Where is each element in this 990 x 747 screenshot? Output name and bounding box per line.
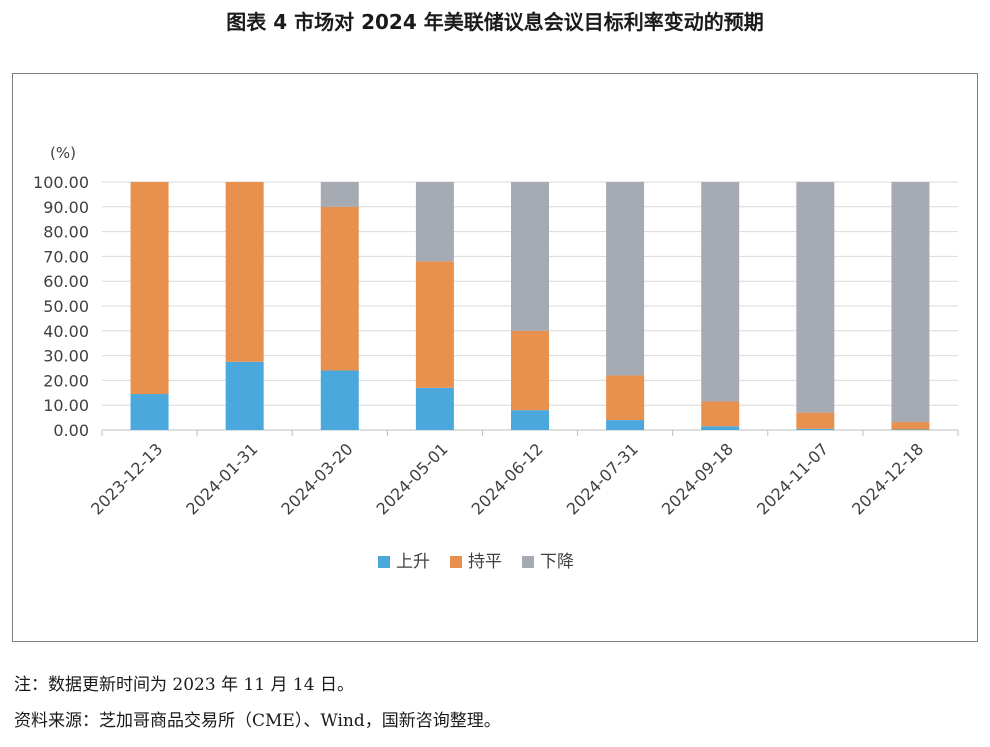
x-tick-label: 2024-09-18 [658, 439, 737, 518]
y-tick-label: 80.00 [43, 223, 89, 242]
y-tick-label: 100.00 [33, 173, 89, 192]
legend-swatch [450, 556, 462, 568]
bar-下降 [701, 182, 740, 402]
bar-上升 [225, 361, 264, 430]
bar-下降 [796, 182, 835, 413]
update-note: 注：数据更新时间为 2023 年 11 月 14 日。 [14, 675, 354, 695]
bar-上升 [606, 420, 645, 430]
x-tick-label: 2024-01-31 [182, 439, 261, 518]
y-tick-label: 70.00 [43, 247, 89, 266]
bar-上升 [320, 370, 359, 430]
bar-下降 [891, 182, 930, 423]
bar-持平 [796, 412, 835, 429]
x-tick-label: 2023-12-13 [87, 439, 166, 518]
stacked-bar-chart: (%) 0.00 10.00 20.00 30.00 40.00 50.00 60.00 70.… [33, 144, 959, 572]
y-tick-label: 90.00 [43, 198, 89, 217]
source-note: 资料来源：芝加哥商品交易所（CME）、Wind，国新咨询整理。 [14, 711, 501, 731]
x-tick-label: 2024-11-07 [753, 439, 832, 518]
bar-上升 [130, 394, 169, 430]
legend-label: 上升 [396, 552, 430, 572]
bar-持平 [606, 375, 645, 421]
x-tick-label: 2024-03-20 [277, 439, 356, 518]
x-tick-label: 2024-05-01 [373, 439, 452, 518]
bar-持平 [320, 206, 359, 371]
legend-label: 下降 [540, 552, 574, 572]
bar-持平 [415, 261, 454, 388]
bar-持平 [130, 182, 169, 395]
bar-上升 [415, 387, 454, 430]
bar-下降 [511, 182, 549, 331]
y-tick-label: 50.00 [43, 297, 89, 316]
y-tick-label: 0.00 [53, 421, 89, 440]
bar-下降 [606, 182, 645, 376]
legend-swatch [378, 556, 390, 568]
bar-下降 [320, 182, 359, 207]
y-tick-label: 10.00 [43, 396, 89, 415]
legend-swatch [522, 556, 534, 568]
y-tick-label: 20.00 [43, 371, 89, 390]
y-tick-label: 60.00 [43, 272, 89, 291]
bar-持平 [511, 330, 549, 411]
bar-持平 [701, 401, 740, 427]
x-tick-label: 2024-07-31 [563, 439, 642, 518]
y-axis-unit-label: (%) [50, 144, 76, 162]
page-title: 图表 4 市场对 2024 年美联储议息会议目标利率变动的预期 [226, 10, 764, 34]
bar-上升 [511, 410, 549, 430]
bar-持平 [891, 422, 930, 430]
bar-持平 [225, 182, 264, 362]
y-tick-label: 40.00 [43, 322, 89, 341]
legend-label: 持平 [468, 552, 502, 572]
bar-上升 [796, 428, 835, 430]
bar-下降 [415, 182, 454, 262]
x-tick-label: 2024-06-12 [468, 439, 547, 518]
bar-上升 [701, 426, 740, 430]
x-tick-label: 2024-12-18 [848, 439, 927, 518]
y-tick-label: 30.00 [43, 347, 89, 366]
